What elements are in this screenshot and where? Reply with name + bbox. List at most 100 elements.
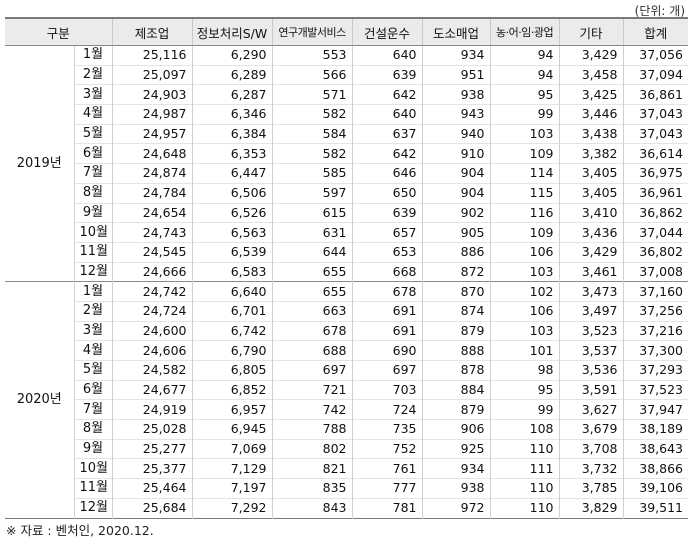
value-cell: 6,742 bbox=[191, 320, 273, 341]
value-cell: 690 bbox=[351, 340, 423, 361]
value-cell: 110 bbox=[489, 497, 560, 518]
header-other: 기타 bbox=[558, 18, 624, 46]
value-cell: 7,197 bbox=[191, 478, 273, 499]
value-cell: 582 bbox=[271, 104, 353, 125]
header-row: 구분 제조업 정보처리S/W 연구개발서비스 건설운수 도소매업 농·어·임·광… bbox=[5, 18, 689, 46]
value-cell: 6,790 bbox=[191, 340, 273, 361]
value-cell: 934 bbox=[421, 45, 491, 66]
value-cell: 697 bbox=[351, 360, 423, 381]
table-row: 3월 24,903 6,287 571 642 938 95 3,425 36,861 bbox=[5, 84, 689, 105]
value-cell: 886 bbox=[421, 241, 491, 263]
value-cell: 721 bbox=[271, 379, 353, 400]
table-row: 12월 25,684 7,292 843 781 972 110 3,829 39,511 bbox=[5, 497, 689, 518]
table-row: 8월 24,784 6,506 597 650 904 115 3,405 36,961 bbox=[5, 182, 689, 203]
value-cell: 99 bbox=[489, 104, 560, 125]
value-cell: 835 bbox=[271, 478, 353, 499]
value-cell: 111 bbox=[489, 458, 560, 479]
value-cell: 884 bbox=[421, 379, 491, 400]
value-cell: 24,957 bbox=[111, 123, 193, 144]
value-cell: 6,290 bbox=[191, 45, 273, 66]
value-cell: 6,640 bbox=[191, 281, 273, 302]
value-cell: 3,829 bbox=[558, 497, 624, 518]
value-cell: 94 bbox=[489, 45, 560, 66]
value-cell: 781 bbox=[351, 497, 423, 518]
value-cell: 36,961 bbox=[622, 182, 689, 203]
table-row: 6월 24,648 6,353 582 642 910 109 3,382 36,614 bbox=[5, 143, 689, 164]
value-cell: 7,069 bbox=[191, 438, 273, 459]
value-cell: 637 bbox=[351, 123, 423, 144]
table-row: 5월 24,582 6,805 697 697 878 98 3,536 37,293 bbox=[5, 360, 689, 381]
value-cell: 109 bbox=[489, 143, 560, 164]
table-row: 9월 25,277 7,069 802 752 925 110 3,708 38,643 bbox=[5, 438, 689, 459]
table-body: 2019년 1월 25,116 6,290 553 640 934 94 3,429 37,056… bbox=[5, 44, 689, 518]
value-cell: 24,724 bbox=[111, 300, 193, 322]
value-cell: 3,436 bbox=[558, 222, 624, 243]
month-cell: 9월 bbox=[73, 438, 113, 459]
value-cell: 115 bbox=[489, 182, 560, 203]
value-cell: 3,458 bbox=[558, 64, 624, 85]
value-cell: 24,874 bbox=[111, 163, 193, 184]
value-cell: 24,666 bbox=[111, 261, 193, 282]
value-cell: 103 bbox=[489, 320, 560, 341]
header-agri-fishery-forestry-mining: 농·어·임·광업 bbox=[489, 18, 560, 46]
value-cell: 663 bbox=[271, 300, 353, 322]
value-cell: 878 bbox=[421, 360, 491, 381]
value-cell: 7,129 bbox=[191, 458, 273, 479]
value-cell: 94 bbox=[489, 64, 560, 85]
value-cell: 910 bbox=[421, 143, 491, 164]
value-cell: 3,410 bbox=[558, 202, 624, 223]
value-cell: 870 bbox=[421, 281, 491, 302]
value-cell: 24,606 bbox=[111, 340, 193, 361]
month-cell: 2월 bbox=[73, 64, 113, 85]
value-cell: 24,600 bbox=[111, 320, 193, 341]
value-cell: 103 bbox=[489, 261, 560, 282]
value-cell: 25,684 bbox=[111, 497, 193, 518]
value-cell: 37,256 bbox=[622, 300, 689, 322]
value-cell: 655 bbox=[271, 261, 353, 282]
value-cell: 943 bbox=[421, 104, 491, 125]
value-cell: 39,106 bbox=[622, 478, 689, 499]
value-cell: 3,429 bbox=[558, 45, 624, 66]
value-cell: 102 bbox=[489, 281, 560, 302]
month-cell: 4월 bbox=[73, 340, 113, 361]
header-manufacturing: 제조업 bbox=[111, 18, 193, 46]
value-cell: 6,852 bbox=[191, 379, 273, 400]
value-cell: 874 bbox=[421, 300, 491, 322]
value-cell: 879 bbox=[421, 399, 491, 420]
value-cell: 553 bbox=[271, 45, 353, 66]
value-cell: 3,523 bbox=[558, 320, 624, 341]
table-row: 7월 24,874 6,447 585 646 904 114 3,405 36,975 bbox=[5, 163, 689, 184]
value-cell: 582 bbox=[271, 143, 353, 164]
value-cell: 6,526 bbox=[191, 202, 273, 223]
value-cell: 116 bbox=[489, 202, 560, 223]
month-cell: 5월 bbox=[73, 123, 113, 144]
value-cell: 742 bbox=[271, 399, 353, 420]
value-cell: 646 bbox=[351, 163, 423, 184]
value-cell: 3,405 bbox=[558, 182, 624, 203]
value-cell: 655 bbox=[271, 281, 353, 302]
value-cell: 6,583 bbox=[191, 261, 273, 282]
value-cell: 650 bbox=[351, 182, 423, 203]
value-cell: 906 bbox=[421, 419, 491, 440]
value-cell: 37,008 bbox=[622, 261, 689, 282]
month-cell: 10월 bbox=[73, 458, 113, 479]
value-cell: 3,785 bbox=[558, 478, 624, 499]
value-cell: 688 bbox=[271, 340, 353, 361]
month-cell: 12월 bbox=[73, 497, 113, 518]
value-cell: 872 bbox=[421, 261, 491, 282]
value-cell: 585 bbox=[271, 163, 353, 184]
value-cell: 6,506 bbox=[191, 182, 273, 203]
value-cell: 3,429 bbox=[558, 241, 624, 263]
value-cell: 3,536 bbox=[558, 360, 624, 381]
value-cell: 95 bbox=[489, 379, 560, 400]
year-cell: 2020년 bbox=[5, 281, 75, 518]
value-cell: 777 bbox=[351, 478, 423, 499]
year-cell: 2019년 bbox=[5, 44, 75, 282]
value-cell: 6,945 bbox=[191, 419, 273, 440]
value-cell: 6,287 bbox=[191, 84, 273, 105]
value-cell: 3,461 bbox=[558, 261, 624, 282]
unit-label: (단위: 개) bbox=[634, 4, 685, 18]
value-cell: 6,447 bbox=[191, 163, 273, 184]
value-cell: 6,384 bbox=[191, 123, 273, 144]
value-cell: 3,405 bbox=[558, 163, 624, 184]
